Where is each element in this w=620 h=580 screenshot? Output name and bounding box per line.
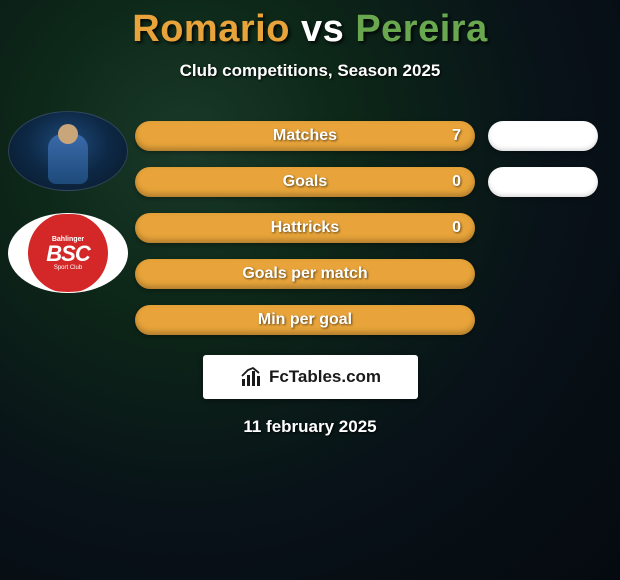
stat-label: Goals per match bbox=[242, 265, 367, 283]
stat-row: Min per goal bbox=[135, 305, 610, 335]
stat-row: Matches 7 bbox=[135, 121, 610, 151]
stat-pill-left: Min per goal bbox=[135, 305, 475, 335]
club-badge: Bahlinger BSC Sport Club bbox=[28, 213, 108, 293]
stat-label: Min per goal bbox=[258, 311, 352, 329]
stat-pill-left: Goals per match bbox=[135, 259, 475, 289]
footer-date: 11 february 2025 bbox=[0, 417, 620, 437]
player-avatar bbox=[8, 111, 128, 191]
title-player1: Romario bbox=[132, 8, 290, 50]
avatar-column: Bahlinger BSC Sport Club bbox=[8, 111, 128, 315]
club-badge-main: BSC bbox=[46, 241, 89, 267]
stat-rows: Matches 7 Goals 0 Hattricks 0 Goals per match M… bbox=[135, 121, 610, 335]
stat-pill-left: Hattricks 0 bbox=[135, 213, 475, 243]
content-wrapper: Romario vs Pereira Club competitions, Se… bbox=[0, 0, 620, 437]
stat-label: Hattricks bbox=[271, 219, 339, 237]
stat-row: Goals 0 bbox=[135, 167, 610, 197]
stat-value-left: 0 bbox=[452, 173, 461, 191]
footer-brand-badge: FcTables.com bbox=[203, 355, 418, 399]
footer-brand-text: FcTables.com bbox=[269, 367, 381, 387]
chart-icon bbox=[239, 365, 263, 389]
club-avatar: Bahlinger BSC Sport Club bbox=[8, 213, 128, 293]
subtitle: Club competitions, Season 2025 bbox=[0, 61, 620, 81]
page-title: Romario vs Pereira bbox=[0, 8, 620, 51]
stat-pill-left: Matches 7 bbox=[135, 121, 475, 151]
stats-area: Bahlinger BSC Sport Club Matches7Goals0H… bbox=[0, 121, 620, 335]
stat-value-left: 0 bbox=[452, 219, 461, 237]
title-vs: vs bbox=[301, 8, 344, 50]
stat-value-left: 7 bbox=[452, 127, 461, 145]
stat-label: Goals bbox=[283, 173, 327, 191]
stat-pill-left: Goals 0 bbox=[135, 167, 475, 197]
stat-row: Hattricks 0 bbox=[135, 213, 610, 243]
stat-row: Goals per match bbox=[135, 259, 610, 289]
title-player2: Pereira bbox=[355, 8, 487, 50]
stat-pill-right bbox=[488, 121, 598, 151]
stat-pill-right bbox=[488, 167, 598, 197]
stat-label: Matches bbox=[273, 127, 337, 145]
club-badge-bottom: Sport Club bbox=[54, 265, 82, 271]
